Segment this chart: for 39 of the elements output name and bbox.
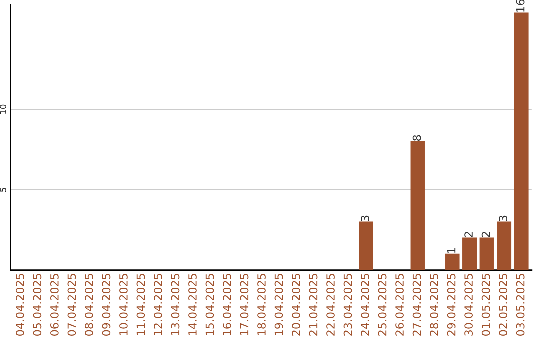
x-tick-label: 05.04.2025 bbox=[33, 274, 42, 336]
x-tick-label: 17.04.2025 bbox=[240, 274, 249, 336]
x-tick-label: 09.04.2025 bbox=[102, 274, 111, 336]
x-tick-label: 18.04.2025 bbox=[258, 274, 266, 336]
x-tick-label: 29.04.2025 bbox=[447, 274, 456, 336]
x-tick-label: 15.04.2025 bbox=[206, 274, 214, 336]
x-tick-label: 03.05.2025 bbox=[516, 274, 525, 336]
x-tick-label: 01.05.2025 bbox=[482, 274, 490, 336]
x-tick-label: 27.04.2025 bbox=[412, 274, 422, 336]
x-tick-label: 22.04.2025 bbox=[326, 274, 335, 336]
x-tick-label: 13.04.2025 bbox=[171, 274, 180, 336]
x-tick-label: 28.04.2025 bbox=[430, 274, 438, 336]
x-tick-label: 25.04.2025 bbox=[378, 274, 387, 336]
data-label: 1 bbox=[447, 248, 456, 254]
y-tick-label: 10 bbox=[0, 104, 6, 114]
data-label: 3 bbox=[361, 216, 370, 222]
x-tick-label: 06.04.2025 bbox=[50, 274, 59, 336]
x-tick-label: 08.04.2025 bbox=[84, 274, 94, 336]
x-tick-label: 16.04.2025 bbox=[223, 274, 232, 336]
x-tick-label: 23.04.2025 bbox=[344, 274, 352, 336]
x-tick-label: 07.04.2025 bbox=[68, 274, 76, 336]
data-label: 8 bbox=[412, 135, 422, 141]
x-tick-label: 24.04.2025 bbox=[361, 274, 370, 336]
data-label: 2 bbox=[482, 232, 490, 238]
x-tick-label: 12.04.2025 bbox=[154, 274, 162, 336]
x-tick-label: 04.04.2025 bbox=[16, 274, 24, 336]
x-tick-label: 02.05.2025 bbox=[499, 274, 508, 336]
x-tick-label: 11.04.2025 bbox=[136, 274, 146, 336]
x-tick-label: 30.04.2025 bbox=[464, 274, 474, 336]
data-label: 16 bbox=[516, 0, 525, 12]
x-tick-label: 19.04.2025 bbox=[274, 274, 284, 336]
data-label: 2 bbox=[464, 232, 473, 238]
y-tick-label: 5 bbox=[0, 188, 6, 192]
data-label: 3 bbox=[499, 216, 508, 222]
x-tick-label: 10.04.2025 bbox=[120, 274, 128, 336]
x-tick-label: 21.04.2025 bbox=[309, 274, 318, 336]
x-tick-label: 14.04.2025 bbox=[188, 274, 197, 336]
x-tick-label: 20.04.2025 bbox=[292, 274, 300, 336]
x-tick-label: 26.04.2025 bbox=[396, 274, 404, 336]
